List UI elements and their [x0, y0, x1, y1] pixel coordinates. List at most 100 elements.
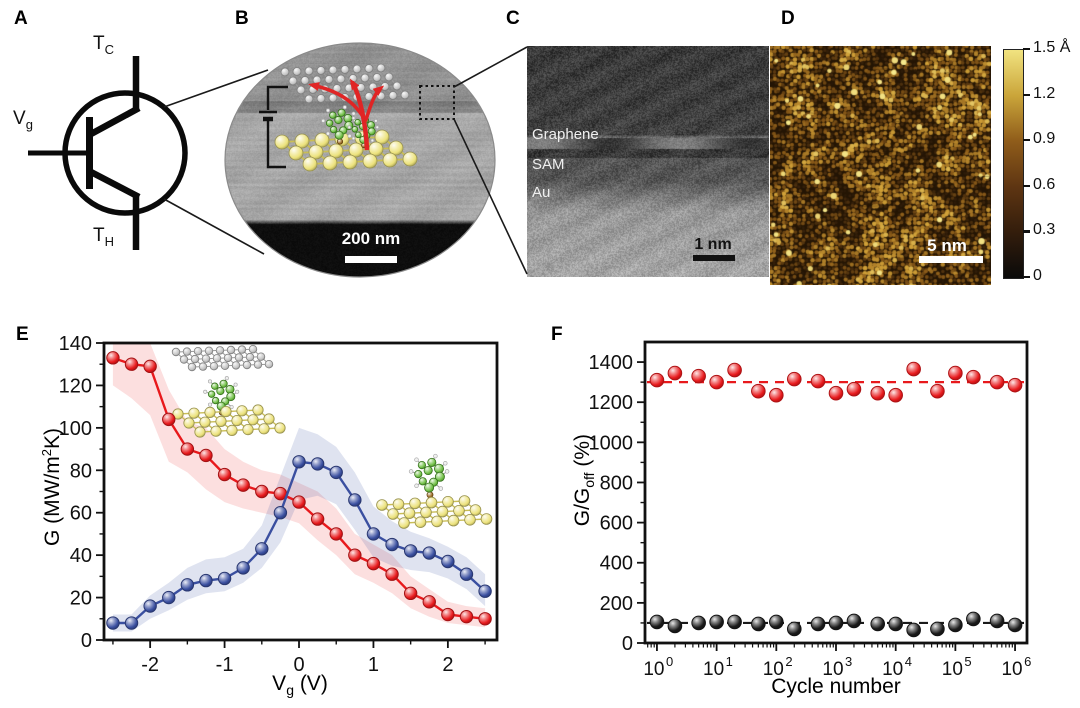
- data-point: [870, 385, 886, 401]
- data-point: [124, 616, 139, 630]
- data-point: [930, 383, 945, 399]
- layer-label-sam: SAM: [532, 156, 565, 173]
- data-point: [846, 381, 862, 397]
- data-point: [751, 383, 766, 399]
- data-point: [649, 614, 665, 630]
- data-point: [649, 372, 665, 388]
- x-tick-label: 10: [1001, 659, 1022, 680]
- f-ylabel-sub: off: [581, 472, 598, 488]
- e-y-axis-label: G (MW/m2K): [39, 337, 65, 637]
- terminal-th-sub: H: [104, 233, 114, 249]
- data-point: [236, 561, 250, 575]
- terminal-label-vg: Vg: [13, 108, 33, 132]
- colorbar-tick-label: 1.2: [1033, 84, 1056, 102]
- data-point: [310, 512, 325, 526]
- inset-au-lattice-left: [172, 404, 286, 438]
- e-xlabel-sub: g: [286, 682, 294, 699]
- y-tick-label: 600: [600, 513, 633, 535]
- inset-au-lattice-right: [376, 495, 493, 529]
- data-point: [199, 448, 213, 463]
- f-ylabel-suffix: (%): [570, 433, 594, 473]
- transistor-symbol: [28, 56, 188, 250]
- data-point: [906, 622, 921, 638]
- data-point: [888, 387, 903, 403]
- x-tick-label: 10: [643, 659, 664, 680]
- data-point: [162, 590, 176, 605]
- panel-b-scale-bar: [345, 256, 397, 263]
- e-x-axis-label: Vg (V): [220, 672, 380, 698]
- data-point: [478, 584, 492, 598]
- panel-d-scale-label: 5 nm: [927, 236, 967, 255]
- data-point: [106, 616, 120, 630]
- y-tick-label: 800: [600, 472, 633, 494]
- colorbar-tick-mark: [1023, 48, 1030, 51]
- series-line-0: [112, 356, 486, 620]
- data-point: [255, 542, 269, 556]
- data-point: [143, 599, 157, 613]
- x-tick-exponent: 5: [964, 654, 971, 669]
- terminal-label-tc: TC: [93, 33, 114, 57]
- panel-c-scale-label: 1 nm: [694, 236, 732, 253]
- series-points-1: [649, 611, 1023, 638]
- data-point: [930, 621, 945, 637]
- e-ylabel-suffix: K): [41, 427, 64, 449]
- data-point: [769, 387, 784, 403]
- colorbar-tick-mark: [1023, 230, 1030, 233]
- data-point: [348, 548, 362, 562]
- data-point: [1007, 377, 1023, 393]
- y-tick-label: 400: [600, 553, 633, 575]
- data-point: [1007, 617, 1023, 633]
- data-point: [459, 567, 474, 581]
- data-point: [255, 484, 269, 499]
- data-point: [667, 365, 683, 381]
- e-xlabel-suffix: (V): [293, 672, 328, 695]
- y-tick-label: 80: [70, 460, 92, 482]
- layer-label-au: Au: [532, 184, 551, 201]
- chart-f-frame: [643, 340, 1029, 645]
- data-point: [691, 615, 706, 631]
- colorbar-tick-label: 0: [1033, 267, 1042, 284]
- data-point: [810, 616, 826, 632]
- data-point: [329, 527, 343, 541]
- data-point: [292, 495, 306, 509]
- data-point: [366, 527, 381, 541]
- terminal-label-th: TH: [93, 225, 114, 249]
- e-xlabel-base: V: [272, 672, 287, 695]
- data-point: [385, 537, 399, 552]
- data-point: [180, 442, 195, 456]
- data-point: [769, 614, 784, 630]
- height-colorbar: [1003, 49, 1024, 279]
- data-point: [828, 385, 844, 401]
- data-point: [989, 613, 1005, 629]
- error-band-0: [112, 343, 486, 628]
- data-point: [366, 556, 381, 571]
- data-point: [709, 614, 724, 630]
- data-point: [143, 359, 157, 374]
- x-tick-label: 2: [442, 654, 453, 676]
- panel-d-stm-image: [770, 46, 991, 285]
- y-tick-label: 60: [70, 503, 92, 525]
- x-tick-label: 10: [703, 659, 724, 680]
- colorbar-tick-mark: [1023, 184, 1030, 187]
- data-point: [441, 554, 455, 569]
- data-point: [162, 412, 176, 427]
- data-point: [422, 595, 436, 609]
- panel-d-scale-bar: [919, 256, 983, 263]
- x-tick-exponent: 3: [845, 654, 852, 669]
- f-ylabel-prefix: G/G: [570, 487, 594, 527]
- data-point: [989, 374, 1005, 390]
- x-tick-label: 10: [942, 659, 963, 680]
- x-tick-exponent: 1: [726, 654, 733, 669]
- series-points-0: [106, 351, 492, 626]
- y-tick-label: 20: [70, 588, 92, 610]
- data-point: [459, 609, 474, 624]
- data-point: [329, 465, 343, 480]
- colorbar-tick-mark: [1023, 93, 1030, 96]
- panel-label-e: E: [16, 324, 29, 345]
- panel-c-tem-image: [527, 46, 769, 277]
- data-point: [727, 614, 742, 630]
- inset-molecule-contact: [203, 376, 240, 416]
- data-point: [727, 362, 742, 378]
